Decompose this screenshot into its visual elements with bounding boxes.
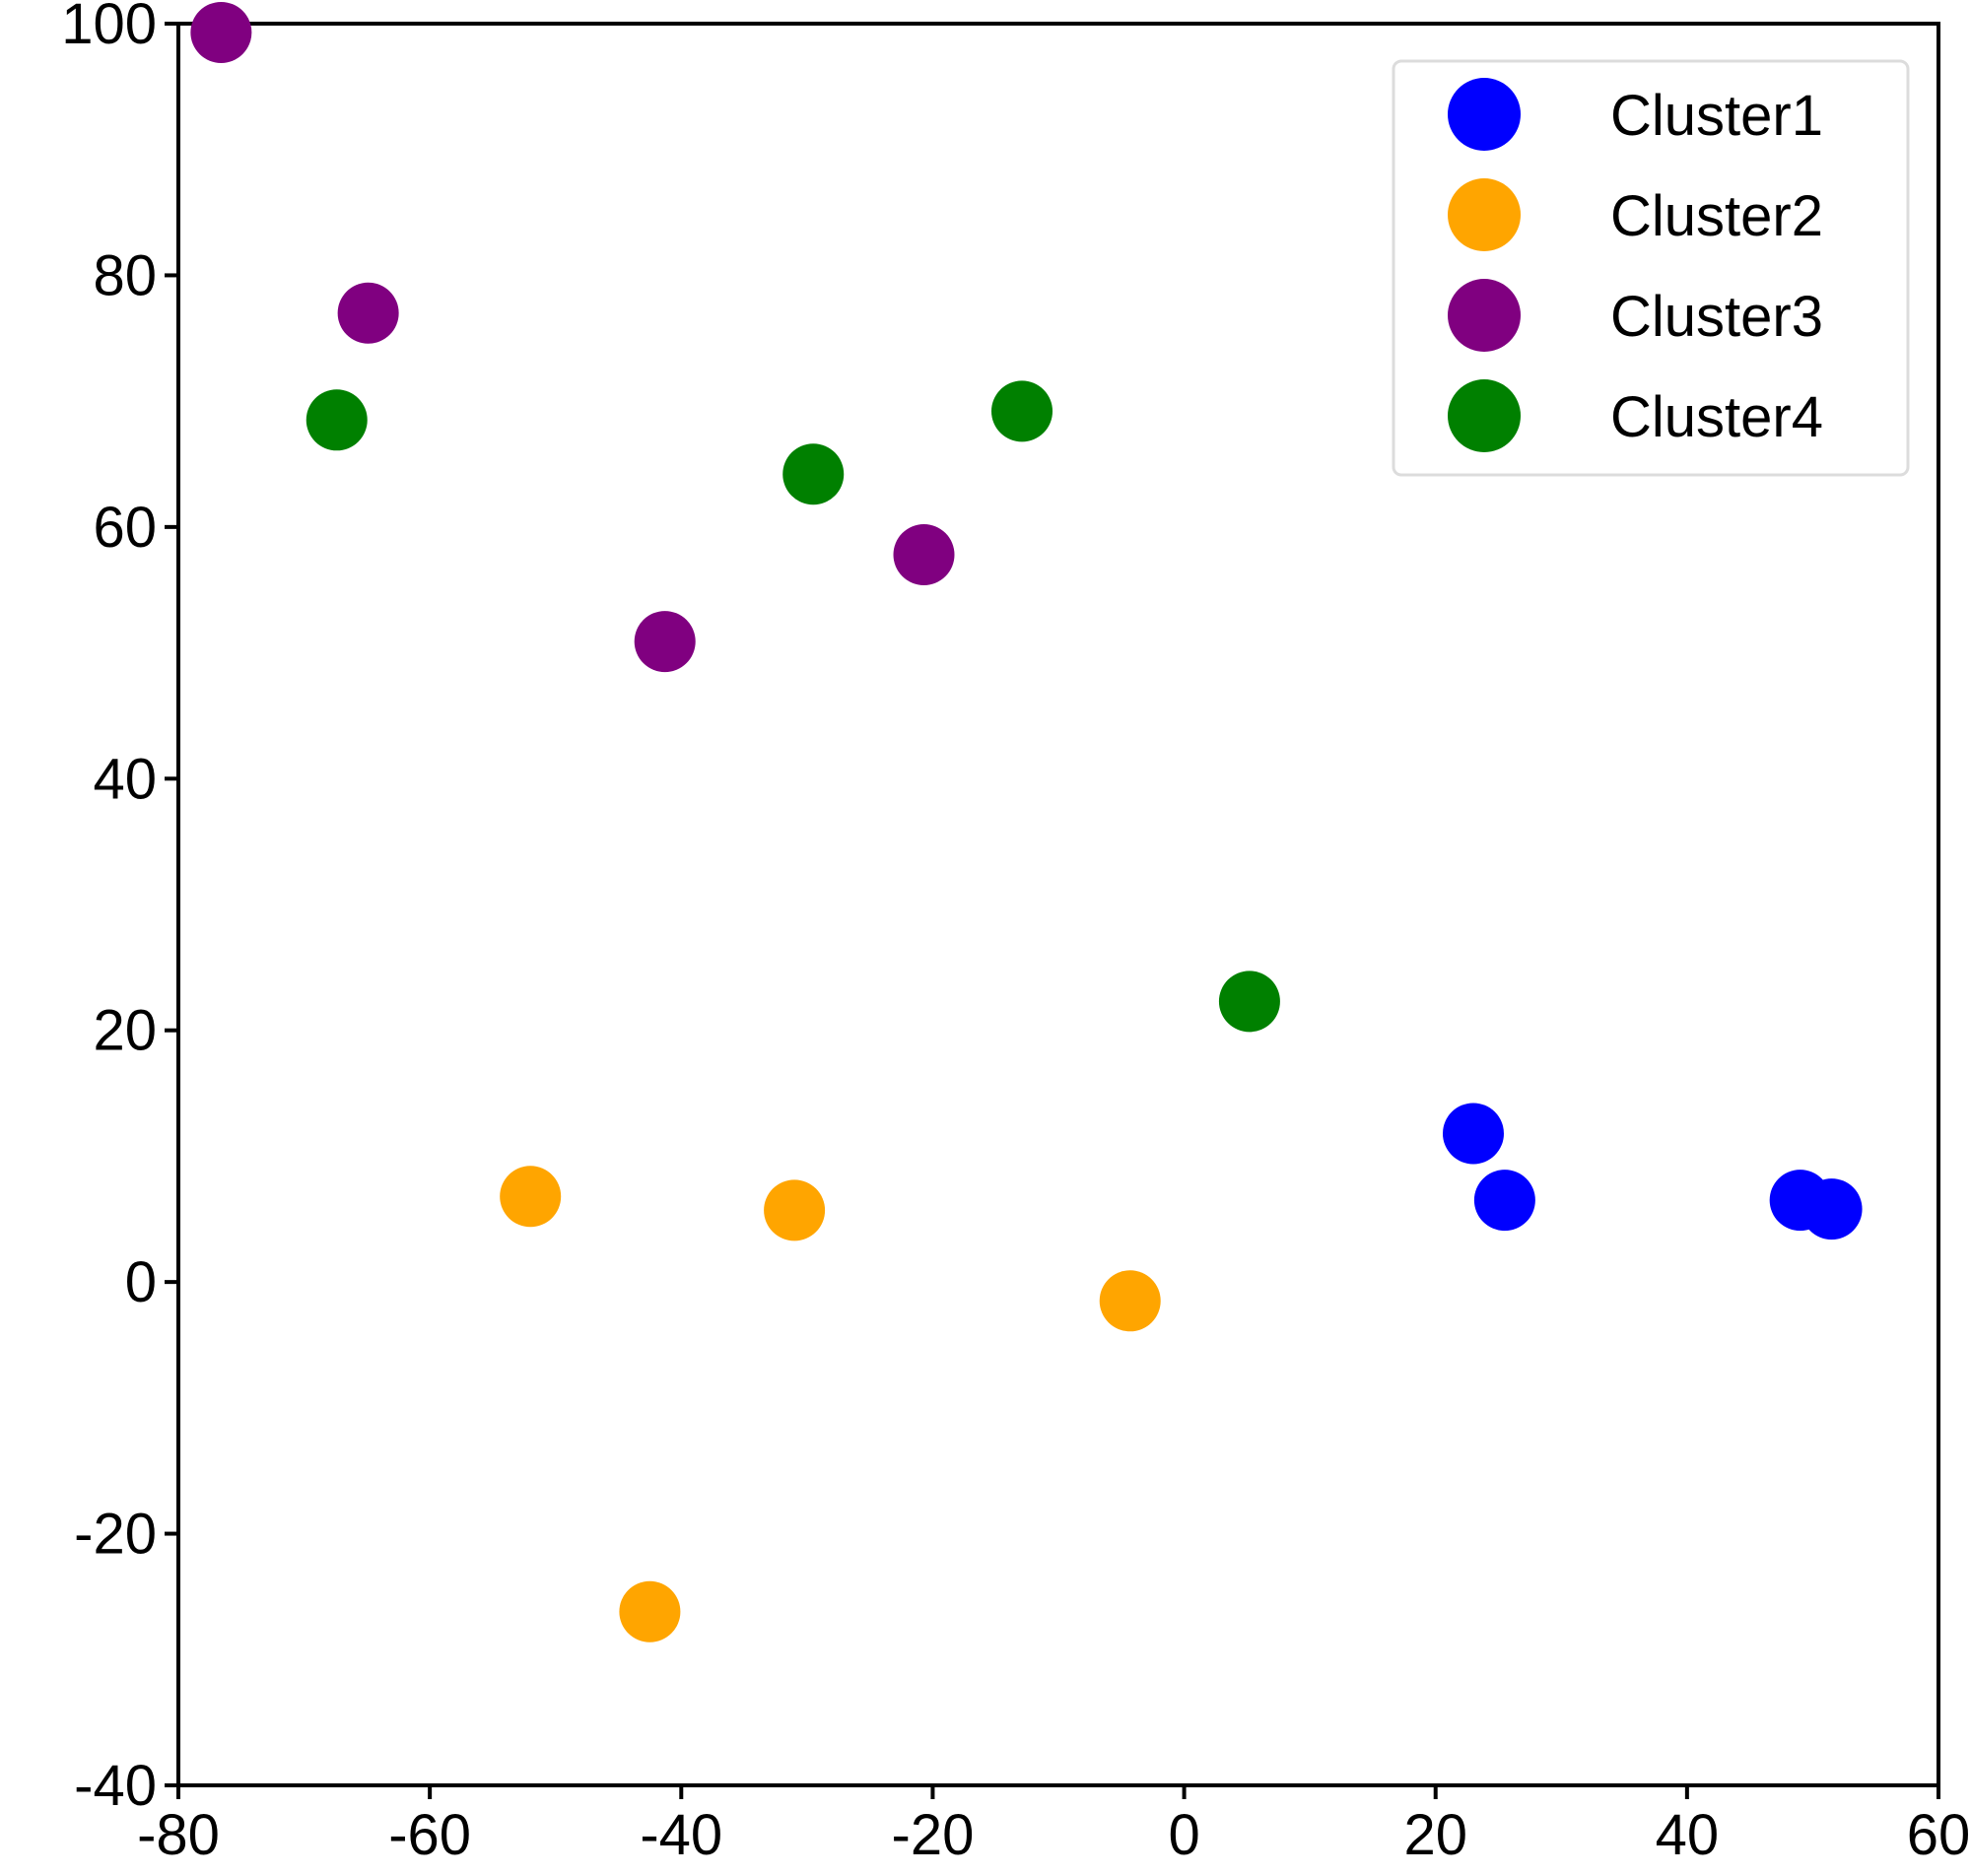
legend-marker <box>1448 178 1521 251</box>
series-cluster4 <box>306 380 1280 1033</box>
legend-box <box>1392 59 1910 477</box>
scatter-point <box>190 1 252 63</box>
plot-area-border <box>176 22 1940 1787</box>
scatter-point <box>1218 971 1280 1033</box>
x-tick-label: -60 <box>388 1803 471 1867</box>
legend-label: Cluster4 <box>1610 385 1823 449</box>
legend-label: Cluster3 <box>1610 285 1823 349</box>
axis-ticks: -80 -60 -40 -20 0 20 40 60 -40 -20 0 20 40 60 80 100 <box>61 0 1970 1867</box>
y-tick-label: -20 <box>74 1503 157 1567</box>
legend-label: Cluster2 <box>1610 184 1823 248</box>
series-cluster2 <box>500 1166 1161 1642</box>
legend: Cluster1 Cluster2 Cluster3 Cluster4 <box>1392 59 1910 477</box>
x-tick-label: 20 <box>1403 1803 1467 1867</box>
scatter-point <box>764 1179 826 1241</box>
scatter-point <box>1473 1170 1535 1232</box>
legend-marker <box>1448 379 1521 452</box>
x-tick-label: 40 <box>1656 1803 1720 1867</box>
scatter-point <box>991 380 1053 442</box>
legend-marker <box>1448 279 1521 352</box>
y-tick-label: 0 <box>125 1250 157 1314</box>
scatter-point <box>337 282 399 344</box>
y-tick-label: -40 <box>74 1754 157 1818</box>
x-tick-label: -40 <box>640 1803 722 1867</box>
scatter-point <box>893 523 955 585</box>
scatter-point <box>1099 1270 1161 1332</box>
x-tick-label: 0 <box>1168 1803 1199 1867</box>
data-points <box>190 1 1863 1642</box>
x-tick-label: 60 <box>1907 1803 1971 1867</box>
scatter-point <box>1442 1103 1504 1165</box>
y-tick-label: 100 <box>61 0 157 56</box>
scatter-point <box>619 1580 681 1642</box>
legend-label: Cluster1 <box>1610 84 1823 148</box>
y-tick-label: 40 <box>93 747 157 811</box>
scatter-point <box>634 611 696 673</box>
scatter-point <box>500 1166 562 1228</box>
scatter-point <box>1801 1178 1863 1240</box>
series-cluster3 <box>190 1 955 673</box>
y-tick-label: 80 <box>93 243 157 307</box>
y-tick-label: 60 <box>93 496 157 560</box>
y-tick-label: 20 <box>93 999 157 1063</box>
legend-marker <box>1448 78 1521 151</box>
x-tick-label: -20 <box>892 1803 975 1867</box>
x-tick-label: -80 <box>137 1803 220 1867</box>
scatter-point <box>782 443 845 505</box>
plot-frame <box>176 22 1940 1787</box>
scatter-point <box>306 389 368 451</box>
series-cluster1 <box>1442 1103 1863 1240</box>
